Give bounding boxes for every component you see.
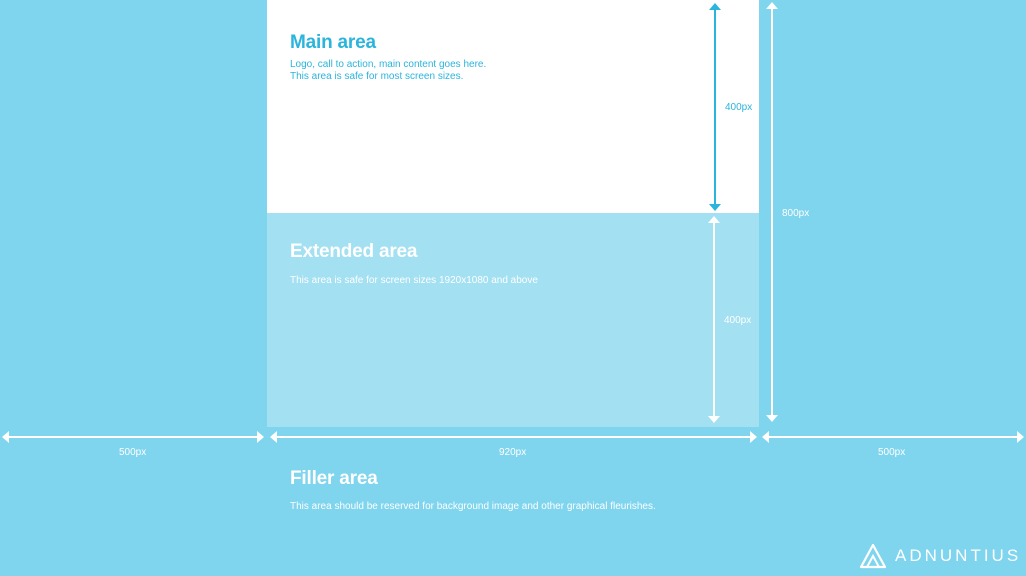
extended-height-arrow [708,216,720,423]
main-area-title: Main area [290,32,376,53]
brand-name: ADNUNTIUS [895,546,1022,565]
main-area-line-2: This area is safe for most screen sizes. [290,71,464,82]
extended-area-description: This area is safe for screen sizes 1920x… [290,275,538,286]
left-width-arrow [2,431,264,443]
main-height-label: 400px [725,102,753,113]
main-height-arrow [709,3,721,211]
main-area-description: Logo, call to action, main content goes … [290,59,590,83]
center-width-label: 920px [499,447,527,458]
filler-area-title: Filler area [290,468,378,489]
left-width-label: 500px [119,447,147,458]
total-height-arrow [766,2,778,422]
adnuntius-triangle-logo-icon [859,543,887,569]
main-area-box [267,0,759,213]
center-width-arrow [270,431,757,443]
extended-area-box [267,213,759,427]
filler-area-description: This area should be reserved for backgro… [290,501,656,512]
right-width-label: 500px [878,447,906,458]
total-height-label: 800px [782,208,810,219]
extended-area-title: Extended area [290,241,418,262]
main-area-line-1: Logo, call to action, main content goes … [290,59,487,70]
extended-height-label: 400px [724,315,752,326]
adnuntius-logo: ADNUNTIUS [859,543,1024,571]
right-width-arrow [762,431,1024,443]
